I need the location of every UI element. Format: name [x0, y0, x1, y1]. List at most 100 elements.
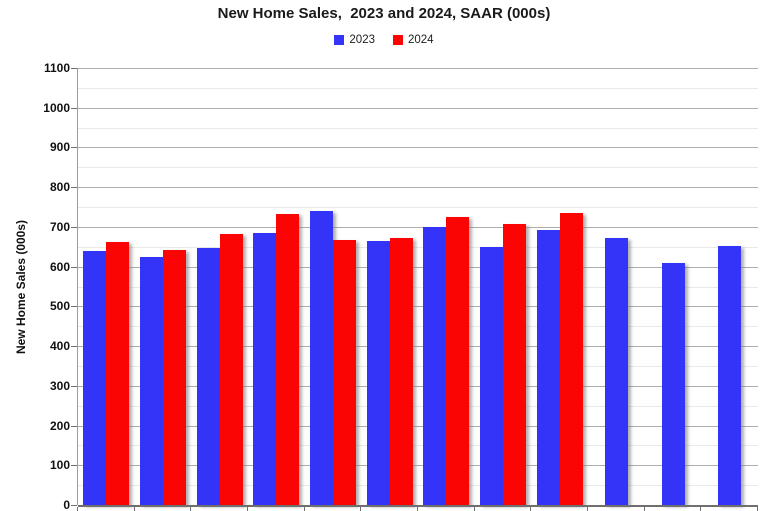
x-axis-line	[78, 505, 758, 507]
bar-2024-month-1	[106, 241, 130, 505]
y-axis-title: New Home Sales (000s)	[14, 219, 28, 355]
bar-2024-month-9	[559, 213, 583, 505]
bar-2023-month-11	[661, 262, 685, 505]
y-tick-label: 300	[49, 378, 70, 393]
x-axis-tick	[643, 507, 645, 511]
bar-2024-month-6	[389, 238, 413, 505]
bar-2023-month-9	[536, 229, 560, 505]
x-axis-tick	[700, 507, 702, 511]
bars-layer	[78, 68, 758, 505]
bar-2023-month-10	[604, 238, 628, 505]
x-axis-tick	[133, 507, 135, 511]
x-axis-tick	[530, 507, 532, 511]
y-tick-label: 600	[49, 259, 70, 274]
y-tick-label: 800	[49, 180, 70, 195]
category-group-9	[531, 68, 588, 505]
plot-area	[77, 68, 758, 511]
minor-gridline	[78, 286, 758, 288]
y-axis-tick	[71, 306, 77, 308]
bar-2023-month-2	[140, 256, 163, 505]
category-group-10	[588, 68, 645, 505]
y-axis-tick	[71, 266, 77, 268]
y-axis-tick	[71, 505, 77, 506]
category-group-4	[248, 68, 305, 505]
bar-2023-month-8	[480, 246, 504, 505]
y-tick-label: 500	[49, 299, 70, 314]
x-axis-tick	[360, 507, 362, 511]
legend-item-2023: 2023	[334, 34, 375, 46]
bar-2024-month-5	[333, 239, 357, 505]
x-axis-tick	[247, 507, 248, 511]
minor-gridline	[78, 207, 758, 209]
chart-title: New Home Sales, 2023 and 2024, SAAR (000…	[217, 5, 551, 22]
category-group-6	[361, 68, 418, 505]
bar-2024-month-4	[276, 213, 300, 505]
bar-2024-month-7	[446, 216, 470, 505]
major-gridline	[78, 306, 758, 308]
y-tick-label: 900	[49, 140, 70, 155]
major-gridline	[78, 385, 758, 387]
minor-gridline	[78, 167, 758, 169]
major-gridline	[78, 187, 758, 189]
legend-label: 2024	[408, 34, 434, 46]
category-group-12	[701, 68, 758, 505]
category-group-11	[645, 68, 702, 505]
x-axis-tick	[757, 507, 758, 511]
y-axis-tick	[71, 346, 77, 348]
major-gridline	[78, 68, 758, 69]
minor-gridline	[78, 405, 758, 407]
x-axis-tick	[77, 507, 78, 511]
major-gridline	[78, 107, 758, 109]
y-axis-tick	[71, 465, 77, 467]
category-group-3	[191, 68, 248, 505]
legend-swatch-icon	[393, 35, 403, 45]
x-axis-tick	[303, 507, 305, 511]
y-axis-tick	[71, 385, 77, 387]
y-axis-tick	[71, 107, 77, 109]
y-tick-label: 1000	[43, 100, 70, 115]
major-gridline	[78, 465, 758, 467]
bar-2024-month-2	[163, 249, 186, 505]
minor-gridline	[78, 365, 758, 367]
y-tick-label: 100	[49, 458, 70, 473]
bar-2023-month-1	[83, 250, 107, 505]
category-group-2	[135, 68, 192, 505]
bar-2024-month-8	[503, 223, 527, 505]
minor-gridline	[78, 87, 758, 89]
major-gridline	[78, 226, 758, 228]
bar-2023-month-7	[423, 227, 447, 505]
bar-2023-month-4	[253, 233, 277, 505]
y-tick-label: 400	[49, 339, 70, 354]
chart-legend: 2023 2024	[0, 34, 768, 46]
minor-gridline	[78, 485, 758, 487]
y-axis-tick	[71, 147, 77, 149]
y-tick-label: 700	[49, 219, 70, 234]
minor-gridline	[78, 326, 758, 328]
category-group-8	[475, 68, 532, 505]
bar-2024-month-3	[219, 234, 243, 505]
x-axis-tick	[417, 507, 418, 511]
y-tick-label: 200	[49, 418, 70, 433]
bar-2023-month-5	[310, 211, 334, 505]
bar-2023-month-6	[366, 240, 390, 505]
legend-swatch-icon	[334, 35, 345, 45]
minor-gridline	[78, 445, 758, 447]
minor-gridline	[78, 246, 758, 248]
x-axis-tick	[473, 507, 475, 511]
major-gridline	[78, 346, 758, 348]
y-axis-tick	[71, 226, 77, 228]
y-axis-tick	[71, 68, 77, 69]
minor-gridline	[78, 127, 758, 129]
bar-2023-month-3	[196, 248, 220, 505]
legend-label: 2023	[349, 34, 375, 46]
category-group-5	[305, 68, 362, 505]
y-axis-tick	[71, 425, 77, 427]
x-axis-tick	[190, 507, 192, 511]
category-group-1	[78, 68, 135, 505]
y-axis-tick	[71, 187, 77, 189]
major-gridline	[78, 425, 758, 427]
y-tick-label: 1100	[43, 61, 70, 75]
category-group-7	[418, 68, 475, 505]
legend-item-2024: 2024	[393, 34, 434, 46]
major-gridline	[78, 147, 758, 149]
